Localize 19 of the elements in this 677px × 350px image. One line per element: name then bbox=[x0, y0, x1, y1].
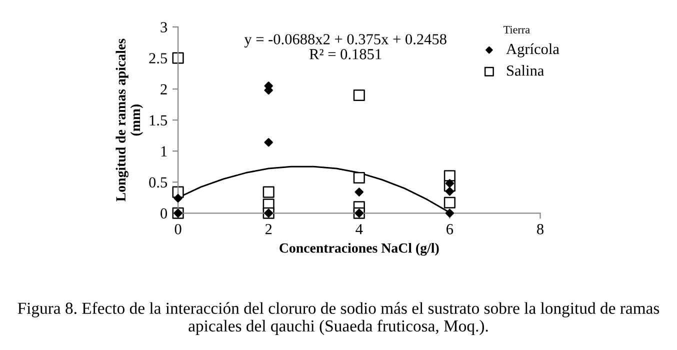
y-tick-label: 0 bbox=[160, 208, 168, 219]
y-tick-label: 1 bbox=[161, 146, 167, 156]
legend-label: Salina bbox=[507, 65, 544, 76]
x-tick-label: 8 bbox=[537, 224, 544, 234]
y-tick-label: 2 bbox=[160, 84, 167, 94]
x-tick-label: 4 bbox=[356, 224, 363, 234]
legend-label: Agrícola bbox=[506, 43, 560, 58]
x-tick-label: 0 bbox=[174, 224, 182, 234]
legend-title: Tierra bbox=[504, 26, 530, 34]
y-tick-label: 0.5 bbox=[149, 177, 168, 188]
y-tick-label: 3 bbox=[160, 22, 168, 32]
x-tick-label: 6 bbox=[446, 224, 454, 234]
annotation: y = -0.0688x2 + 0.375x + 0.2458 R² = 0.1851 bbox=[244, 34, 446, 60]
y-tick-label: 2.5 bbox=[149, 53, 168, 64]
x-tick-label: 2 bbox=[265, 224, 272, 234]
text: Figura 8. Efecto de la interacción del cloruro de sodio más el sustrato sobre la longitud de ramas apicales del qauchi (Suaeda fruticosa, Moq.). bbox=[18, 302, 660, 335]
y-tick-label: 1.5 bbox=[150, 115, 168, 126]
x-axis-title: Concentraciones NaCl (g/l) bbox=[280, 242, 439, 256]
y-axis-title: Longitud de ramas apicales (mm) bbox=[116, 38, 143, 202]
